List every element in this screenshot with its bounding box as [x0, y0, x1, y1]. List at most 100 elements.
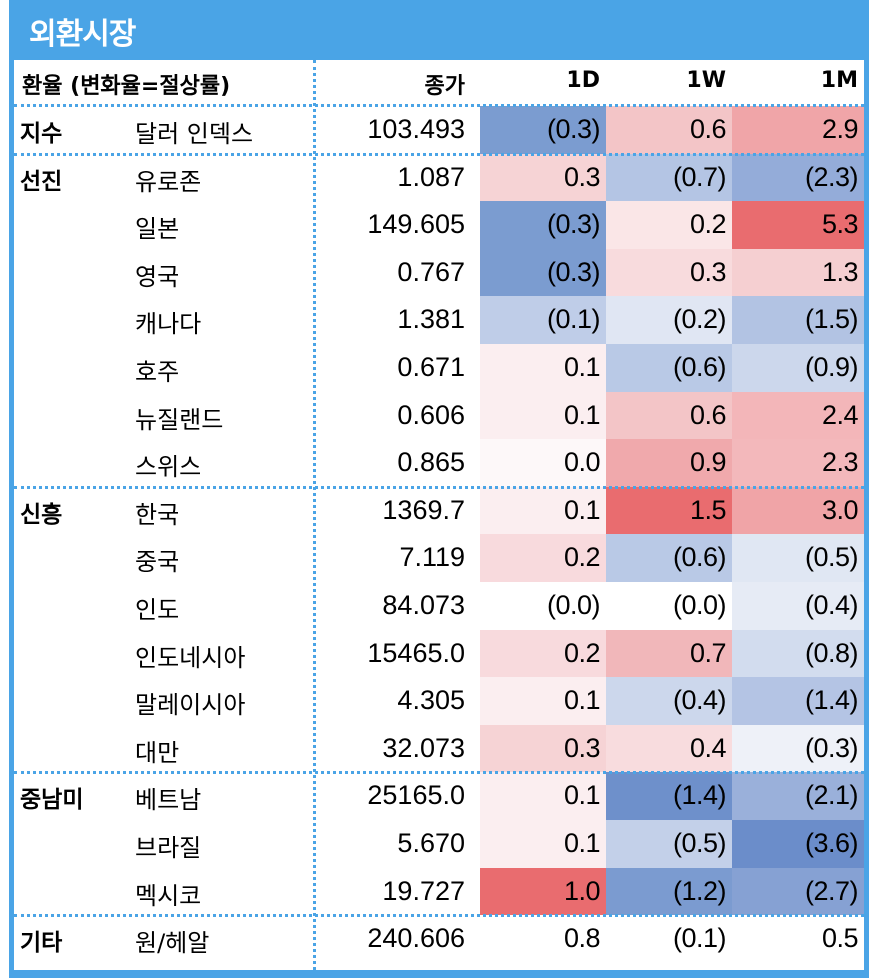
cell-d1: 0.3 [480, 724, 606, 773]
currency-name: 베트남 [135, 786, 202, 815]
cell-m1-value: 1.3 [821, 256, 859, 287]
cell-w1-value: 0.2 [689, 209, 727, 240]
cell-m1-value: (2.3) [804, 161, 859, 192]
cell-w1-value: 0.4 [689, 732, 727, 763]
cell-m1: 2.9 [732, 106, 864, 154]
cell-w1: (0.7) [606, 153, 732, 202]
group-divider [14, 485, 864, 489]
cell-w1: 0.9 [606, 439, 732, 487]
cell-d1: 0.1 [480, 677, 606, 725]
close-value: 84.073 [382, 590, 465, 620]
cell-d1: 0.2 [480, 534, 606, 582]
currency-name: 일본 [135, 215, 180, 244]
cell-d1-value: 0.3 [563, 732, 601, 763]
cell-w1-value: 0.9 [689, 447, 727, 478]
cell-m1-value: (0.4) [804, 590, 859, 620]
close-value: 1.381 [397, 304, 465, 335]
cell-d1-value: (0.0) [546, 590, 601, 620]
cell-d1: 0.1 [480, 486, 606, 535]
cell-d1: 0.1 [480, 344, 606, 392]
column-divider [313, 60, 316, 970]
cell-d1-value: 0.1 [563, 828, 601, 858]
cell-m1: 0.5 [732, 915, 864, 963]
cell-d1: 1.0 [480, 867, 606, 916]
cell-w1: (0.0) [606, 582, 732, 630]
cell-d1: 0.2 [480, 629, 606, 678]
cell-d1: 0.0 [480, 439, 606, 487]
group-label: 지수 [20, 121, 63, 147]
cell-d1: (0.3) [480, 201, 606, 249]
header-1m: 1M [820, 68, 858, 93]
cell-d1: (0.0) [480, 582, 606, 630]
currency-name: 브라질 [135, 834, 202, 862]
cell-m1: (0.8) [732, 629, 864, 678]
cell-w1-value: (0.1) [672, 923, 727, 954]
currency-name: 멕시코 [135, 881, 202, 910]
group-label: 신흥 [20, 501, 63, 528]
cell-d1: (0.3) [480, 106, 606, 154]
cell-w1: 0.2 [606, 201, 732, 249]
currency-name: 중국 [135, 548, 180, 577]
cell-m1: 2.4 [732, 391, 864, 440]
cell-d1-value: 0.2 [563, 542, 601, 573]
table-header: 환율 (변화율=절상률) 종가 1D 1W 1M [14, 60, 864, 104]
cell-w1-value: 0.3 [689, 256, 727, 287]
close-value: 240.606 [367, 923, 465, 954]
close-value: 4.305 [397, 685, 465, 716]
cell-m1-value: 3.0 [821, 494, 859, 525]
currency-name: 한국 [135, 500, 180, 529]
close-value: 0.767 [397, 256, 465, 287]
close-value: 0.865 [397, 447, 465, 478]
cell-w1: (0.5) [606, 820, 732, 868]
cell-w1-value: 0.7 [689, 637, 727, 668]
table-row: 0.0 0.9 2.3 스위스 0.865 [14, 439, 864, 487]
cell-d1-value: (0.3) [546, 209, 601, 240]
table-row: 0.1 (0.5) (3.6) 브라질 5.670 [14, 820, 864, 868]
close-value: 103.493 [367, 114, 465, 144]
cell-w1-value: 0.6 [689, 399, 727, 430]
close-value: 1369.7 [382, 494, 465, 525]
cell-m1-value: 0.5 [821, 923, 859, 954]
cell-m1: (2.7) [732, 867, 864, 916]
cell-d1-value: 0.3 [563, 161, 601, 192]
cell-m1: 1.3 [732, 248, 864, 297]
cell-w1-value: (1.4) [672, 780, 727, 811]
cell-d1-value: 0.8 [563, 923, 601, 954]
cell-m1: (2.1) [732, 772, 864, 820]
cell-m1-value: (0.5) [804, 542, 859, 573]
cell-m1-value: (1.5) [804, 304, 859, 335]
currency-name: 인도네시아 [135, 643, 246, 672]
fx-table: 환율 (변화율=절상률) 종가 1D 1W 1M (0.3) 0.6 2.9 지수 달러… [14, 60, 864, 970]
cell-d1-value: (0.1) [546, 304, 601, 335]
cell-w1: (0.2) [606, 296, 732, 344]
close-value: 0.671 [397, 352, 465, 382]
cell-d1-value: 0.1 [563, 780, 601, 811]
cell-m1-value: (0.8) [804, 637, 859, 668]
cell-m1: (0.9) [732, 344, 864, 392]
cell-w1: (1.4) [606, 772, 732, 820]
cell-d1: 0.8 [480, 915, 606, 963]
header-1d: 1D [566, 68, 600, 93]
cell-d1-value: 1.0 [563, 875, 601, 906]
currency-name: 뉴질랜드 [135, 405, 224, 434]
header-rate-label: 환율 (변화율=절상률) [22, 74, 231, 99]
currency-name: 원/헤알 [135, 929, 210, 958]
currency-name: 영국 [135, 262, 180, 291]
cell-m1-value: (0.9) [804, 352, 859, 382]
table-row: 1.0 (1.2) (2.7) 멕시코 19.727 [14, 867, 864, 916]
currency-name: 호주 [135, 358, 180, 386]
currency-name: 캐나다 [135, 310, 202, 339]
table-row: 0.8 (0.1) 0.5 기타 원/헤알 240.606 [14, 915, 864, 963]
cell-w1-value: (0.2) [672, 304, 727, 335]
cell-d1: 0.1 [480, 772, 606, 820]
cell-d1-value: (0.3) [546, 114, 601, 144]
close-value: 0.606 [397, 399, 465, 430]
cell-d1-value: 0.2 [563, 637, 601, 668]
cell-m1-value: 2.9 [821, 114, 859, 144]
cell-w1-value: (0.6) [672, 542, 727, 573]
close-value: 19.727 [382, 875, 465, 906]
cell-m1: 2.3 [732, 439, 864, 487]
cell-m1: (0.5) [732, 534, 864, 582]
cell-d1: (0.3) [480, 248, 606, 297]
